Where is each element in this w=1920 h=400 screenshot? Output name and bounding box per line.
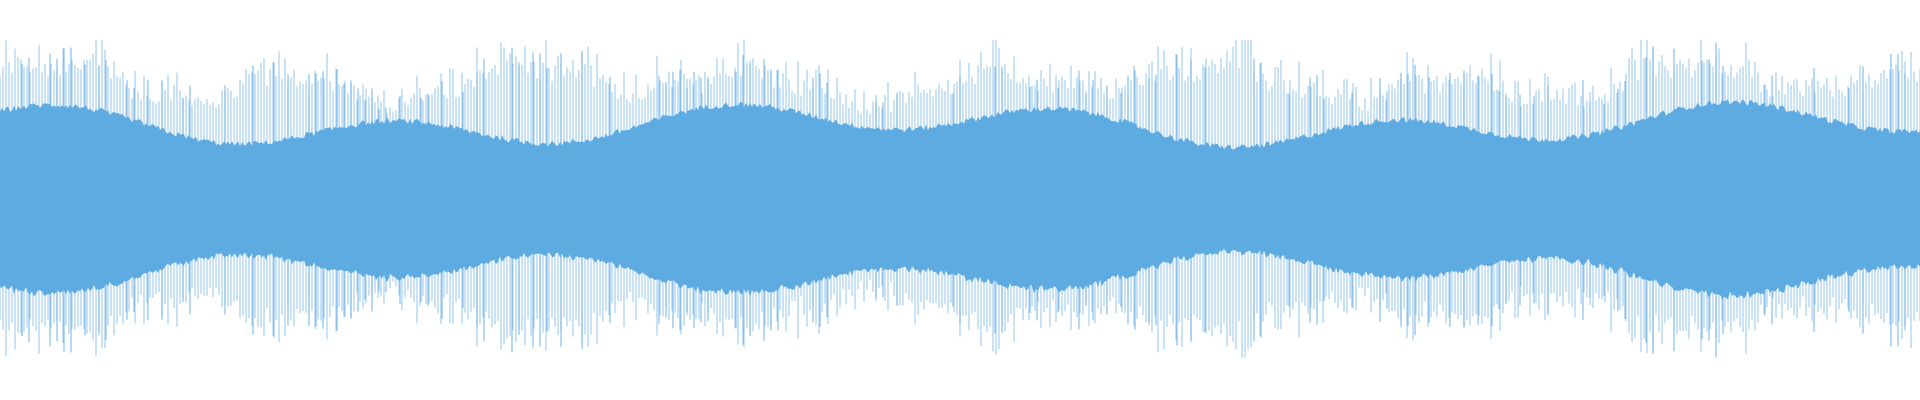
- waveform-body: [0, 99, 1920, 300]
